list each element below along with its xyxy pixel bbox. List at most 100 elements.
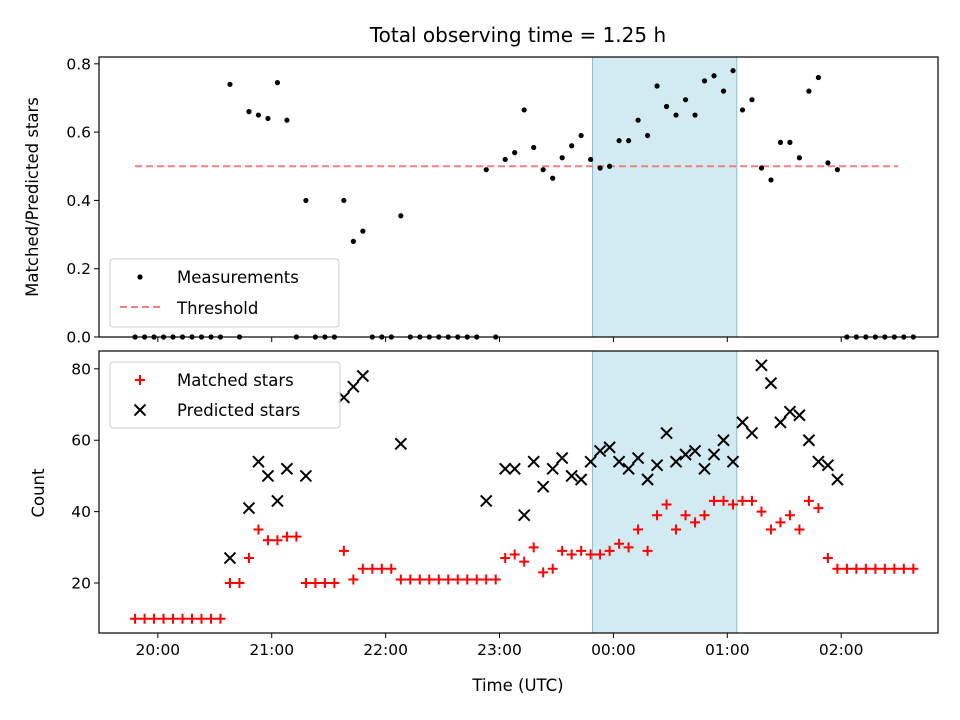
top-axes-frame (98, 56, 939, 338)
predicted-stars-point (650, 459, 664, 472)
matched-stars-point (395, 574, 406, 585)
matched-stars-point (576, 545, 587, 556)
measurement-point (550, 175, 556, 181)
measurement-point (739, 107, 746, 113)
x-tick-label: 00:00 (591, 641, 636, 659)
top-legend: Measurements Threshold (109, 258, 340, 328)
measurement-point (711, 73, 717, 79)
matched-stars-point (718, 495, 729, 506)
matched-stars-point (187, 613, 198, 624)
matched-stars-point (509, 549, 520, 560)
y-tick-label: 40 (71, 503, 91, 521)
matched-stars-point (832, 563, 843, 574)
matched-stars-point (462, 574, 473, 585)
matched-stars-point (538, 567, 549, 578)
matched-stars-point (737, 495, 748, 506)
matched-stars-point (168, 613, 179, 624)
matched-stars-point (604, 545, 615, 556)
matched-stars-point (329, 578, 340, 589)
bottom-legend: Matched stars Predicted stars (109, 361, 341, 429)
chart-title: Total observing time = 1.25 h (369, 23, 666, 47)
matched-stars-point (130, 613, 141, 624)
predicted-stars-point (641, 473, 654, 486)
matched-stars-point (860, 563, 871, 574)
measurement-point (625, 138, 632, 144)
matched-stars-point (746, 495, 757, 506)
predicted-stars-point (660, 426, 673, 440)
measurement-point (692, 112, 698, 118)
matched-stars-point (433, 574, 444, 585)
matched-stars-point (784, 510, 795, 521)
bottom-y-axis-label: Count (29, 468, 48, 518)
matched-stars-point (149, 613, 160, 624)
matched-stars-point (765, 524, 776, 535)
predicted-stars-point (394, 437, 408, 451)
x-axis-label: Time (UTC) (471, 676, 563, 695)
y-tick-label: 60 (71, 432, 91, 450)
matched-stars-point (528, 542, 539, 553)
predicted-stars-point (622, 462, 635, 476)
predicted-stars-point (261, 469, 275, 483)
predicted-stars-point (299, 469, 313, 483)
matched-stars-point (519, 556, 530, 567)
matched-stars-point (224, 578, 235, 589)
matched-stars-point (822, 553, 833, 564)
matched-stars-point (614, 538, 625, 549)
y-tick-label: 0.2 (66, 260, 91, 278)
matched-stars-point (633, 524, 644, 535)
predicted-stars-point (546, 462, 559, 476)
legend-measurements-label: Measurements (177, 268, 299, 287)
measurement-point (616, 138, 622, 144)
matched-stars-point (262, 535, 273, 546)
measurement-point (825, 160, 831, 166)
predicted-stars-point (603, 441, 616, 454)
legend-measurement-marker (137, 274, 143, 280)
measurement-point (834, 167, 840, 173)
measurement-point (274, 80, 281, 86)
x-tick-label: 20:00 (136, 641, 181, 659)
matched-stars-point (889, 563, 900, 574)
predicted-stars-point (774, 416, 787, 429)
measurement-point (768, 177, 774, 183)
matched-stars-point (652, 510, 663, 521)
matched-stars-point (319, 578, 330, 589)
measurement-point (360, 228, 366, 234)
measurement-point (682, 97, 689, 103)
measurement-point (796, 155, 803, 161)
measurement-point (265, 115, 271, 122)
predicted-stars-point (517, 508, 531, 522)
bottom-panel: 20 40 60 80 20:00 21:00 22:00 23:00 00:00 01:00 02… (71, 350, 939, 659)
matched-stars-point (281, 531, 292, 542)
measurement-point (701, 78, 708, 84)
matched-stars-point (386, 563, 397, 574)
legend-predicted-label: Predicted stars (177, 401, 300, 420)
matched-stars-point (566, 549, 577, 560)
measurement-point (350, 238, 356, 244)
y-tick-label: 80 (71, 360, 91, 378)
measurement-point (521, 107, 527, 113)
matched-stars-point (557, 545, 568, 556)
matched-stars-point (234, 578, 245, 589)
y-tick-label: 0.0 (66, 329, 91, 347)
matched-stars-point (851, 563, 862, 574)
predicted-stars-point (508, 462, 521, 476)
predicted-stars-point (631, 451, 645, 465)
predicted-stars-point (783, 405, 797, 418)
measurement-point (758, 165, 765, 171)
matched-stars-point (661, 499, 672, 510)
predicted-stars-point (831, 473, 844, 486)
matched-stars-point (376, 563, 387, 574)
measurement-point (806, 88, 812, 94)
predicted-stars-point (584, 455, 597, 468)
matched-stars-point (690, 517, 701, 528)
measurement-point (255, 112, 262, 118)
matched-stars-point (481, 574, 492, 585)
matched-stars-point (699, 510, 710, 521)
measurement-point (341, 197, 347, 204)
matched-stars-point (595, 549, 606, 560)
measurement-point (663, 103, 670, 110)
matched-stars-point (680, 510, 691, 521)
x-tick-label: 21:00 (249, 641, 294, 659)
matched-stars-point (585, 549, 596, 560)
